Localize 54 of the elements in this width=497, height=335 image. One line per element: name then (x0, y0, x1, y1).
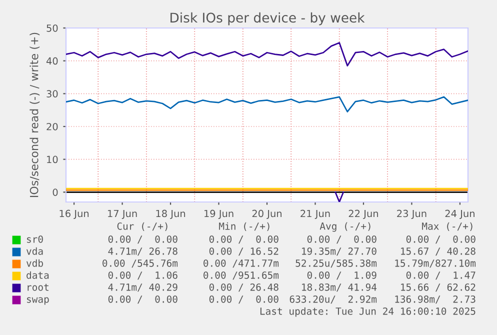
y-tick-label: 50 (46, 24, 58, 32)
text: 0.00 / 1.06 (108, 271, 178, 280)
text: 15.67 / 40.28 (401, 247, 476, 256)
text: 0.00 / 1.09 (307, 271, 376, 280)
text: Avg (-/+) (320, 222, 370, 232)
text: 15.66 / 62.62 (401, 283, 476, 292)
legend-label: sr0 (27, 235, 43, 243)
text: 0.00 /471.77m (204, 259, 279, 268)
legend-label: data (26, 271, 49, 279)
text: 136.98m/ 2.73 (395, 295, 476, 304)
x-tick-label: 18 Jun (156, 210, 186, 219)
text: 52.25u/585.38m (296, 259, 377, 268)
text: Min (-/+) (219, 222, 270, 231)
x-tick-label: 23 Jun (397, 210, 426, 219)
y-tick-label: 20 (46, 122, 58, 130)
text: 0.00 / 0.00 (406, 235, 476, 244)
text: 4.71m/ 26.78 (108, 247, 178, 256)
y-axis-title: IOs/second read (-) / write (+) (30, 32, 40, 198)
x-tick-label: 19 Jun (204, 210, 234, 219)
x-tick-label: 16 Jun (60, 210, 89, 219)
text: 0.00 / 0.00 (209, 295, 278, 304)
text: 0.00 /545.76m (102, 259, 178, 268)
text: 0.00 / 1.47 (406, 271, 476, 280)
legend-label: vda (26, 247, 43, 255)
text: 0.00 / 26.48 (209, 283, 278, 292)
line-series (66, 42, 468, 66)
text: 0.00 / 0.00 (307, 235, 376, 244)
y-tick-label: 30 (46, 90, 58, 98)
text: Last update: Tue Jun 24 16:00:10 2025 (260, 307, 476, 317)
text: 0.00 / 0.00 (209, 235, 278, 244)
legend-label: swap (27, 297, 49, 305)
text: 0.00 /951.65m (204, 271, 279, 280)
x-tick-label: 24 Jun (445, 210, 474, 219)
text: 18.83m/ 41.94 (302, 283, 377, 292)
chart-title: Disk IOs per device - by week (170, 12, 365, 26)
x-tick-label: 17 Jun (108, 210, 137, 219)
text: 4.71m/ 40.29 (108, 283, 178, 292)
legend-label: vdb (26, 259, 43, 267)
text: 0.00 / 0.00 (108, 295, 178, 304)
text: 19.35m/ 27.70 (302, 247, 376, 256)
y-tick-label: 10 (47, 156, 58, 164)
text: 15.79m/827.10m (395, 259, 476, 268)
text: 633.20u/ 2.92m (290, 295, 377, 304)
y-tick-label: 40 (46, 57, 58, 65)
line-series (66, 96, 468, 112)
x-tick-label: 22 Jun (348, 210, 378, 219)
x-tick-label: 20 Jun (252, 210, 282, 219)
text: 0.00 / 16.52 (209, 247, 278, 256)
x-tick-label: 21 Jun (300, 210, 330, 219)
text: Cur (-/+) (117, 222, 168, 231)
y-tick-label: 0 (52, 188, 58, 196)
text: Max (-/+) (422, 222, 472, 231)
legend-label: root (28, 284, 48, 291)
text: 0.00 / 0.00 (108, 235, 178, 244)
